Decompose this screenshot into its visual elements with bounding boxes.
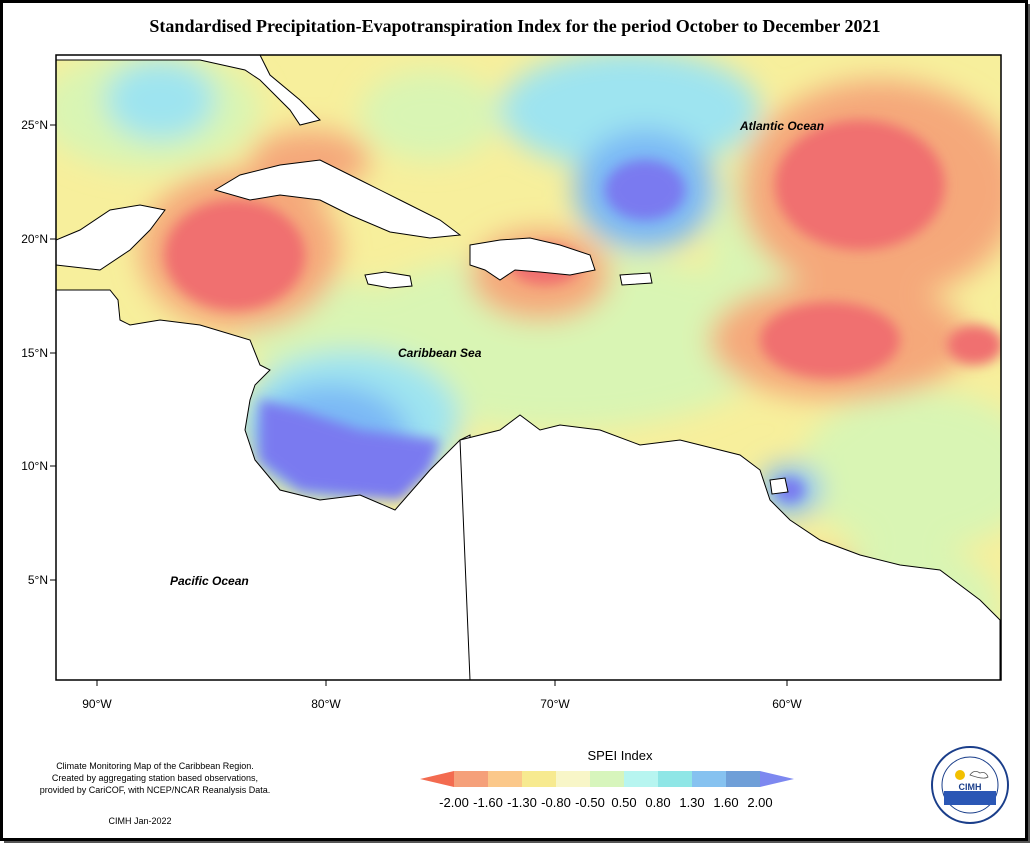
- lon-tick-label: 60°W: [772, 697, 802, 711]
- lat-tick-label: 5°N: [28, 573, 48, 587]
- legend-tick-label: -0.80: [541, 795, 571, 810]
- legend-swatch: [726, 771, 760, 787]
- trinidad: [769, 477, 789, 495]
- water-icon: [944, 791, 996, 805]
- legend-arrow-high: [760, 771, 794, 787]
- lat-tick-label: 20°N: [21, 232, 48, 246]
- legend-tick-label: 0.50: [611, 795, 636, 810]
- lat-tick-label: 25°N: [21, 118, 48, 132]
- south-america: [459, 414, 1001, 680]
- legend-swatch: [590, 771, 624, 787]
- footer-description: Climate Monitoring Map of the Caribbean …: [10, 760, 300, 796]
- logo-text: CIMH: [959, 782, 982, 792]
- spei-legend-ticks: -2.00 -1.60 -1.30 -0.80 -0.50 0.50 0.80 1.30 1.6…: [439, 795, 772, 810]
- lat-tick-label: 10°N: [21, 459, 48, 473]
- footer-line: Created by aggregating station based obs…: [51, 773, 259, 783]
- caribbean-sea-label: Caribbean Sea: [398, 346, 482, 360]
- lat-tick-label: 15°N: [21, 346, 48, 360]
- florida: [56, 55, 321, 126]
- footer-line: Climate Monitoring Map of the Caribbean …: [56, 761, 254, 771]
- jamaica: [364, 271, 413, 289]
- spei-legend-bar: [420, 771, 794, 787]
- legend-tick-label: 2.00: [747, 795, 772, 810]
- hispaniola: [469, 237, 596, 281]
- landmasses: [56, 55, 1001, 680]
- legend-tick-label: -0.50: [575, 795, 605, 810]
- legend-swatch: [488, 771, 522, 787]
- yucatan: [56, 204, 166, 271]
- legend-tick-label: -1.60: [473, 795, 503, 810]
- legend-swatch: [556, 771, 590, 787]
- legend-tick-label: -1.30: [507, 795, 537, 810]
- pacific-ocean-label: Pacific Ocean: [170, 574, 249, 588]
- cuba: [213, 159, 462, 239]
- legend-tick-label: 0.80: [645, 795, 670, 810]
- footer-credit: CIMH Jan-2022: [108, 816, 172, 826]
- legend-swatch: [692, 771, 726, 787]
- map-border: [55, 54, 1002, 681]
- legend-tick-label: -2.00: [439, 795, 469, 810]
- legend-tick-label: 1.30: [679, 795, 704, 810]
- atlantic-ocean-label: Atlantic Ocean: [739, 119, 824, 133]
- sun-icon: [955, 770, 965, 780]
- legend-swatch: [522, 771, 556, 787]
- footer-line: provided by CariCOF, with NCEP/NCAR Rean…: [39, 785, 271, 795]
- legend-swatch: [454, 771, 488, 787]
- legend-swatch: [658, 771, 692, 787]
- legend-title: SPEI Index: [587, 748, 653, 763]
- lon-tick-label: 80°W: [311, 697, 341, 711]
- legend-swatch: [624, 771, 658, 787]
- legend-arrow-low: [420, 771, 454, 787]
- lon-axis: 90°W 80°W 70°W 60°W: [82, 680, 802, 711]
- legend-tick-label: 1.60: [713, 795, 738, 810]
- lat-axis: 25°N 20°N 15°N 10°N 5°N: [21, 118, 56, 587]
- cloud-icon: [969, 771, 989, 779]
- lon-tick-label: 90°W: [82, 697, 112, 711]
- puerto-rico: [619, 272, 653, 286]
- cimh-logo: CIMH: [931, 746, 1009, 824]
- map-title: Standardised Precipitation-Evapotranspir…: [149, 16, 881, 36]
- lon-tick-label: 70°W: [540, 697, 570, 711]
